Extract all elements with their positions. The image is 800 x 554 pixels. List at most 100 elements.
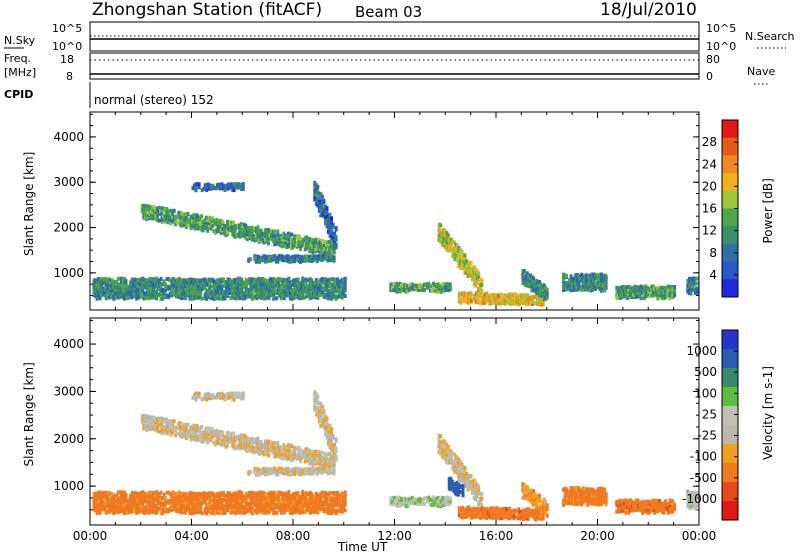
data-cell — [201, 436, 205, 441]
data-cell — [565, 274, 568, 278]
data-cell — [275, 497, 279, 502]
data-cell — [277, 254, 281, 258]
data-cell — [190, 497, 193, 502]
data-cell — [287, 276, 291, 281]
data-cell — [155, 296, 158, 301]
data-cell — [171, 430, 175, 435]
data-cell — [274, 470, 278, 475]
data-cell — [208, 277, 212, 282]
data-cell — [275, 283, 279, 288]
data-cell — [288, 496, 292, 501]
data-cell — [489, 296, 493, 301]
data-cell — [317, 196, 321, 201]
data-cell — [235, 224, 239, 229]
data-cell — [240, 491, 244, 496]
data-cell — [247, 292, 251, 297]
data-cell — [272, 285, 276, 290]
data-cell — [98, 490, 102, 495]
data-cell — [262, 452, 266, 457]
data-cell — [330, 224, 333, 229]
data-cell — [308, 452, 312, 457]
data-cell — [439, 223, 443, 228]
data-cell — [261, 490, 265, 495]
data-cell — [282, 243, 286, 248]
data-cell — [288, 233, 292, 238]
data-cell — [274, 241, 278, 246]
data-cell — [98, 509, 102, 513]
data-cell — [317, 502, 321, 507]
data-cell — [687, 291, 691, 295]
data-cell — [118, 496, 122, 501]
data-cell — [322, 408, 326, 413]
data-cell — [110, 492, 114, 497]
data-cell — [465, 269, 468, 274]
nave-tick-top: 80 — [706, 53, 720, 66]
data-cell — [159, 496, 163, 501]
data-cell — [200, 397, 204, 402]
data-cell — [139, 289, 143, 294]
data-cell — [207, 434, 211, 439]
data-cell — [133, 294, 137, 299]
data-cell — [244, 491, 248, 496]
data-cell — [238, 284, 242, 289]
data-cell — [288, 282, 292, 287]
data-cell — [317, 257, 321, 262]
data-cell — [668, 286, 672, 290]
data-cell — [208, 497, 212, 502]
data-cell — [201, 439, 205, 444]
data-cell — [584, 273, 588, 278]
freq-tick-bottom: 8 — [66, 70, 73, 83]
data-cell — [437, 238, 441, 242]
data-cell — [241, 280, 245, 285]
freq-frame — [89, 52, 700, 80]
data-cell — [250, 228, 254, 232]
data-cell — [668, 291, 672, 296]
data-cell — [397, 287, 400, 291]
data-cell — [169, 432, 173, 437]
data-cell — [639, 296, 643, 301]
data-cell — [313, 192, 317, 197]
data-cell — [282, 510, 286, 515]
data-cell — [465, 298, 469, 303]
data-cell — [208, 186, 212, 191]
data-cell — [586, 287, 590, 292]
data-cell — [109, 286, 113, 290]
data-cell — [319, 401, 323, 406]
data-cell — [314, 449, 318, 454]
data-cell — [593, 281, 597, 286]
data-cell — [191, 395, 195, 400]
data-cell — [186, 494, 190, 499]
data-cell — [316, 505, 320, 510]
data-cell — [234, 391, 238, 396]
data-cell — [206, 292, 210, 297]
data-cell — [471, 297, 475, 302]
data-cell — [313, 390, 317, 395]
data-cell — [264, 443, 268, 448]
data-cell — [297, 467, 301, 472]
data-cell — [235, 233, 239, 238]
data-cell — [158, 506, 161, 511]
data-cell — [178, 219, 182, 224]
data-cell — [474, 283, 478, 288]
data-cell — [223, 397, 227, 402]
data-cell — [212, 279, 216, 284]
data-cell — [334, 226, 338, 231]
data-cell — [299, 448, 303, 453]
data-cell — [207, 223, 211, 228]
data-cell — [98, 505, 102, 510]
data-cell — [272, 291, 276, 296]
data-cell — [259, 440, 263, 445]
data-cell — [687, 284, 691, 289]
data-cell — [480, 283, 484, 288]
data-cell — [407, 497, 411, 502]
data-cell — [695, 276, 699, 281]
data-cell — [155, 504, 158, 509]
data-cell — [107, 509, 111, 514]
data-cell — [159, 209, 162, 214]
data-cell — [232, 232, 236, 237]
data-cell — [285, 445, 289, 450]
data-cell — [186, 284, 190, 289]
data-cell — [325, 420, 329, 425]
nsearch-label: N.Search — [745, 30, 795, 43]
data-cell — [194, 397, 198, 402]
